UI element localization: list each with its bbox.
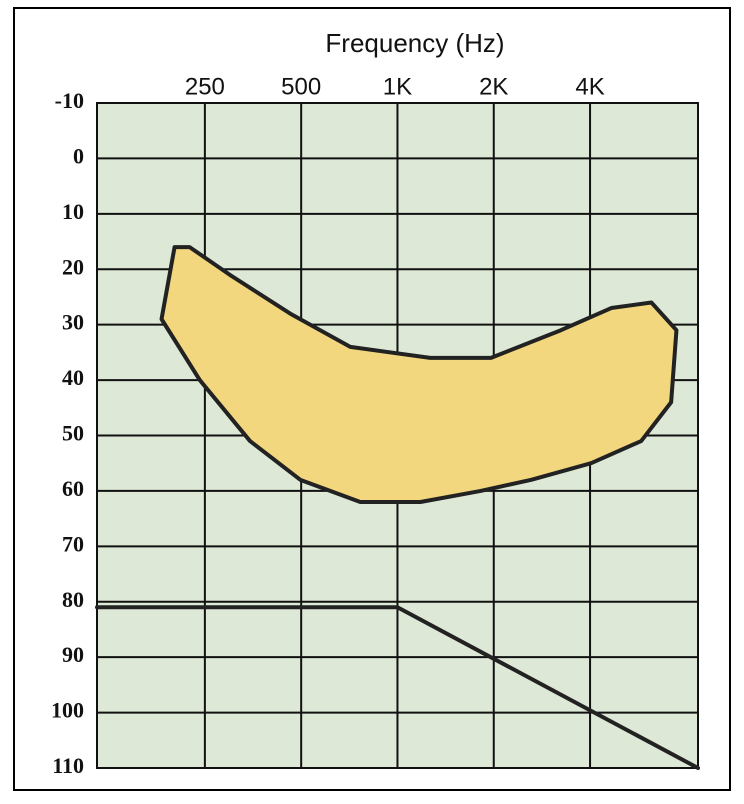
x-tick-label: 250 [185, 73, 225, 100]
line [95, 605, 700, 770]
y-tick-label: 20 [62, 254, 84, 279]
y-tick-label: 110 [52, 753, 84, 778]
chart-title: Frequency (Hz) [325, 28, 504, 58]
plot-frame [96, 102, 699, 769]
y-tick-label: 60 [62, 476, 84, 501]
y-tick-label: 0 [73, 143, 84, 168]
y-tick-label: 80 [62, 587, 84, 612]
y-tick-label: 90 [62, 642, 84, 667]
y-tick-label: 40 [62, 365, 84, 390]
y-tick-label: 50 [62, 421, 84, 446]
y-tick-label: 70 [62, 531, 84, 556]
x-tick-label: 500 [281, 73, 321, 100]
x-tick-label: 1K [383, 73, 412, 100]
y-tick-label: 100 [51, 698, 84, 723]
y-tick-label: 30 [62, 310, 84, 335]
y-tick-label: 10 [62, 199, 84, 224]
area [159, 245, 679, 504]
y-tick-label: -10 [55, 88, 84, 113]
x-tick-label: 4K [575, 73, 604, 100]
x-tick-label: 2K [479, 73, 508, 100]
